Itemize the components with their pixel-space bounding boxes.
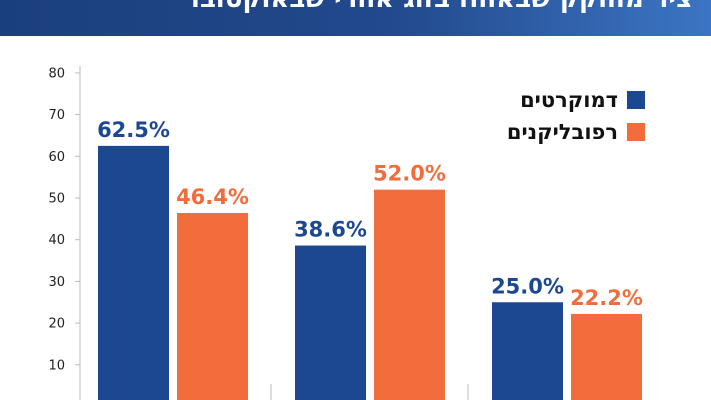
data-label: 62.5% [97,118,170,142]
bar [374,189,445,400]
legend: דמוקרטים רפובליקנים [507,84,645,148]
legend-swatch-republicans [627,123,645,141]
y-tick-label: 50 [48,192,65,207]
y-tick-label: 30 [48,275,65,290]
y-tick-label: 10 [48,358,65,373]
y-tick-label: 80 [48,66,65,81]
bar [295,245,366,400]
legend-item-republicans: רפובליקנים [507,116,645,148]
chart-title: ציר מחוקק שבאוחז בזוג אחרי שבאוקטובר [184,0,693,14]
data-label: 46.4% [176,185,249,209]
data-label: 22.2% [570,286,643,310]
bar [177,213,248,400]
header-banner: ציר מחוקק שבאוחז בזוג אחרי שבאוקטובר [0,0,711,36]
y-tick-label: 20 [48,317,65,332]
data-label: 38.6% [294,218,367,242]
legend-label-democrats: דמוקרטים [520,88,618,112]
y-tick-label: 70 [48,108,65,123]
data-label: 25.0% [491,274,564,298]
legend-item-democrats: דמוקרטים [507,84,645,116]
legend-label-republicans: רפובליקנים [506,120,618,144]
y-tick-label: 40 [48,233,65,248]
bar [492,302,563,400]
bar [571,313,642,400]
legend-swatch-democrats [627,91,645,109]
bar [98,145,169,400]
y-tick-label: 60 [48,150,65,165]
data-label: 52.0% [373,162,446,186]
